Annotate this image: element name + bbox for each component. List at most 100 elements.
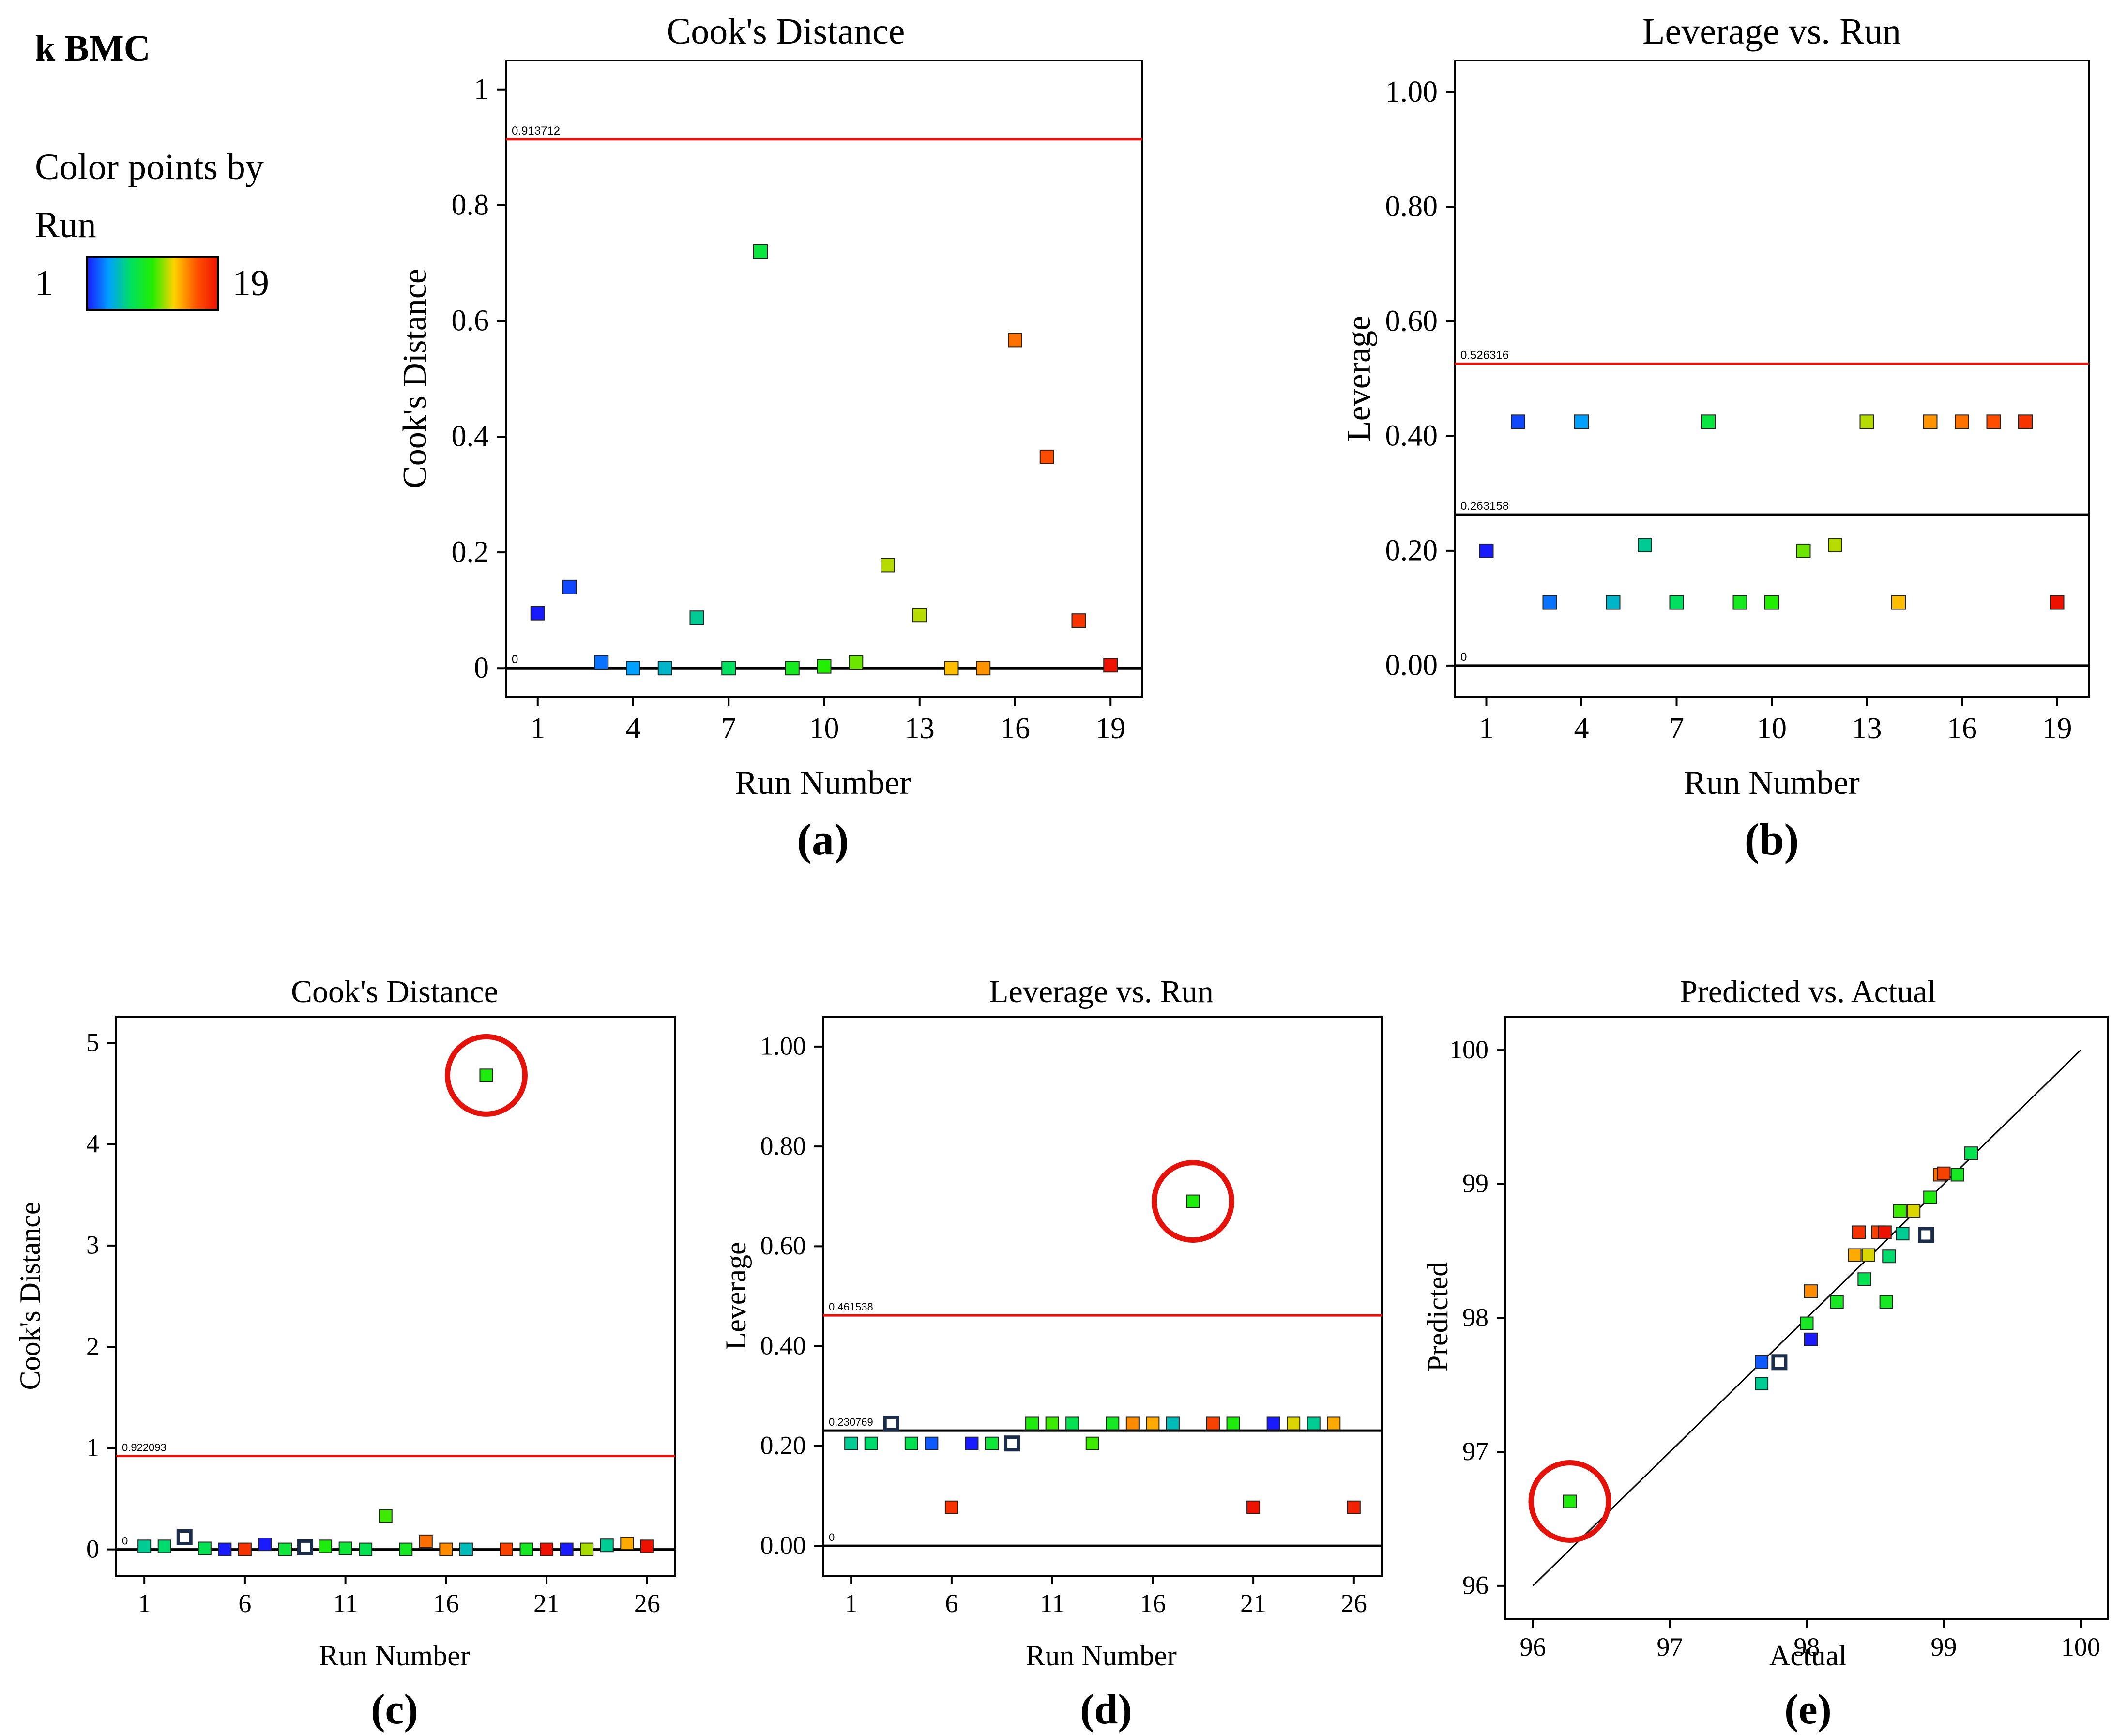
outlier-highlight-circle: [1528, 1460, 1611, 1543]
x-tick-label: 11: [1040, 1589, 1065, 1618]
reference-line-label: 0.263158: [1460, 500, 1509, 513]
data-point: [1186, 1194, 1200, 1208]
data-point: [753, 244, 768, 259]
data-point: [1891, 595, 1906, 610]
data-point: [1226, 1416, 1240, 1431]
y-tick-label: 3: [86, 1231, 99, 1260]
data-point: [1804, 1284, 1818, 1298]
data-point: [1125, 1416, 1140, 1431]
panel-e-title: Predicted vs. Actual: [1680, 974, 1936, 1009]
x-tick-label: 96: [1520, 1632, 1546, 1661]
panel-a-plot-frame: [505, 60, 1143, 698]
y-tick-label: 0.60: [1385, 305, 1438, 338]
x-tick-label: 16: [1000, 712, 1030, 745]
y-tick-label: 0.2: [452, 536, 489, 569]
data-point: [1206, 1416, 1220, 1431]
panel-c-ylabel: Cook's Distance: [14, 1202, 46, 1390]
y-tick-label: 97: [1462, 1437, 1489, 1466]
x-tick-label: 6: [945, 1589, 958, 1618]
legend-title-line2: Run: [35, 205, 96, 245]
outlier-highlight-circle: [444, 1034, 528, 1117]
data-point: [1327, 1416, 1341, 1431]
panel-c: Cook's Distance 1 6 11 16 21 260123450.922093…: [14, 974, 676, 1733]
data-point: [1804, 1332, 1818, 1346]
data-point: [976, 661, 991, 676]
data-point: [1511, 414, 1525, 429]
x-tick-label: 1: [845, 1589, 858, 1618]
y-tick-label: 1.00: [1385, 76, 1438, 108]
x-tick-label: 13: [1852, 712, 1882, 745]
data-point: [944, 661, 959, 676]
data-point: [626, 661, 640, 676]
x-tick-label: 97: [1657, 1632, 1683, 1661]
x-tick-label: 16: [1140, 1589, 1166, 1618]
y-tick-label: 1: [474, 73, 489, 106]
data-point: [1923, 414, 1938, 429]
panel-c-plot-frame: [115, 1016, 676, 1577]
data-point: [1025, 1416, 1039, 1431]
panel-d-marks: 1 6 11 16 21 260.000.200.400.600.801.000.4615…: [760, 1032, 1382, 1618]
reference-line-label: 0.526316: [1460, 349, 1509, 362]
panel-b-ylabel: Leverage: [1340, 316, 1378, 442]
data-point: [1166, 1416, 1180, 1431]
data-point: [338, 1541, 352, 1555]
data-point: [379, 1509, 393, 1523]
y-tick-label: 96: [1462, 1571, 1489, 1600]
data-point: [904, 1436, 918, 1450]
panel-d-plot-frame: [822, 1016, 1383, 1577]
data-point: [1848, 1248, 1862, 1262]
data-point: [1045, 1416, 1059, 1431]
data-point: [1701, 414, 1716, 429]
y-tick-label: 0.40: [760, 1331, 806, 1360]
data-point: [1878, 1225, 1892, 1239]
data-point: [985, 1436, 999, 1450]
data-point: [1287, 1416, 1301, 1431]
data-point: [2018, 414, 2033, 429]
y-tick-label: 0: [474, 652, 489, 685]
panel-b-xlabel: Run Number: [1684, 764, 1860, 802]
data-point: [540, 1542, 554, 1556]
data-point: [419, 1534, 433, 1548]
x-tick-label: 6: [238, 1589, 251, 1618]
data-point: [600, 1538, 614, 1553]
data-point: [1065, 1416, 1079, 1431]
panel-b-marks: 1 4 7 10 13 16 19 0.00 0.20 0.40 0.60 0.80 1.00 0.526…: [1385, 76, 2089, 745]
data-point: [137, 1539, 152, 1553]
x-tick-label: 16: [1947, 712, 1977, 745]
panel-c-xlabel: Run Number: [319, 1640, 470, 1672]
data-point: [689, 610, 704, 625]
data-point: [1950, 1168, 1964, 1182]
x-tick-label: 10: [809, 712, 839, 745]
data-point: [817, 659, 832, 674]
data-point: [1828, 538, 1842, 553]
x-tick-label: 10: [1757, 712, 1787, 745]
data-point: [1039, 449, 1054, 464]
panel-a-panel-label: (a): [797, 815, 849, 864]
data-point: [1796, 543, 1811, 558]
panel-e-xlabel: Actual: [1769, 1640, 1847, 1672]
data-point: [640, 1539, 654, 1553]
y-tick-label: 0.20: [760, 1431, 806, 1460]
data-point: [1923, 1190, 1937, 1204]
y-tick-label: 99: [1462, 1169, 1489, 1198]
x-tick-label: 100: [2061, 1632, 2100, 1661]
data-point: [864, 1436, 878, 1450]
data-point: [319, 1539, 333, 1553]
x-tick-label: 1: [138, 1589, 151, 1618]
panel-a-xlabel: Run Number: [735, 764, 911, 802]
data-point: [258, 1538, 272, 1552]
data-point: [359, 1542, 373, 1556]
data-point: [1830, 1295, 1844, 1309]
panel-d-title: Leverage vs. Run: [989, 974, 1214, 1009]
x-tick-label: 11: [333, 1589, 358, 1618]
panel-c-title: Cook's Distance: [291, 974, 498, 1009]
y-tick-label: 5: [86, 1028, 99, 1057]
data-point: [238, 1542, 252, 1556]
data-point: [785, 661, 800, 676]
data-point: [1882, 1249, 1896, 1264]
data-point: [1896, 1227, 1910, 1241]
legend-min-label: 1: [35, 263, 53, 304]
data-point: [2050, 595, 2065, 610]
x-tick-label: 13: [905, 712, 935, 745]
panel-d-xlabel: Run Number: [1026, 1640, 1177, 1672]
